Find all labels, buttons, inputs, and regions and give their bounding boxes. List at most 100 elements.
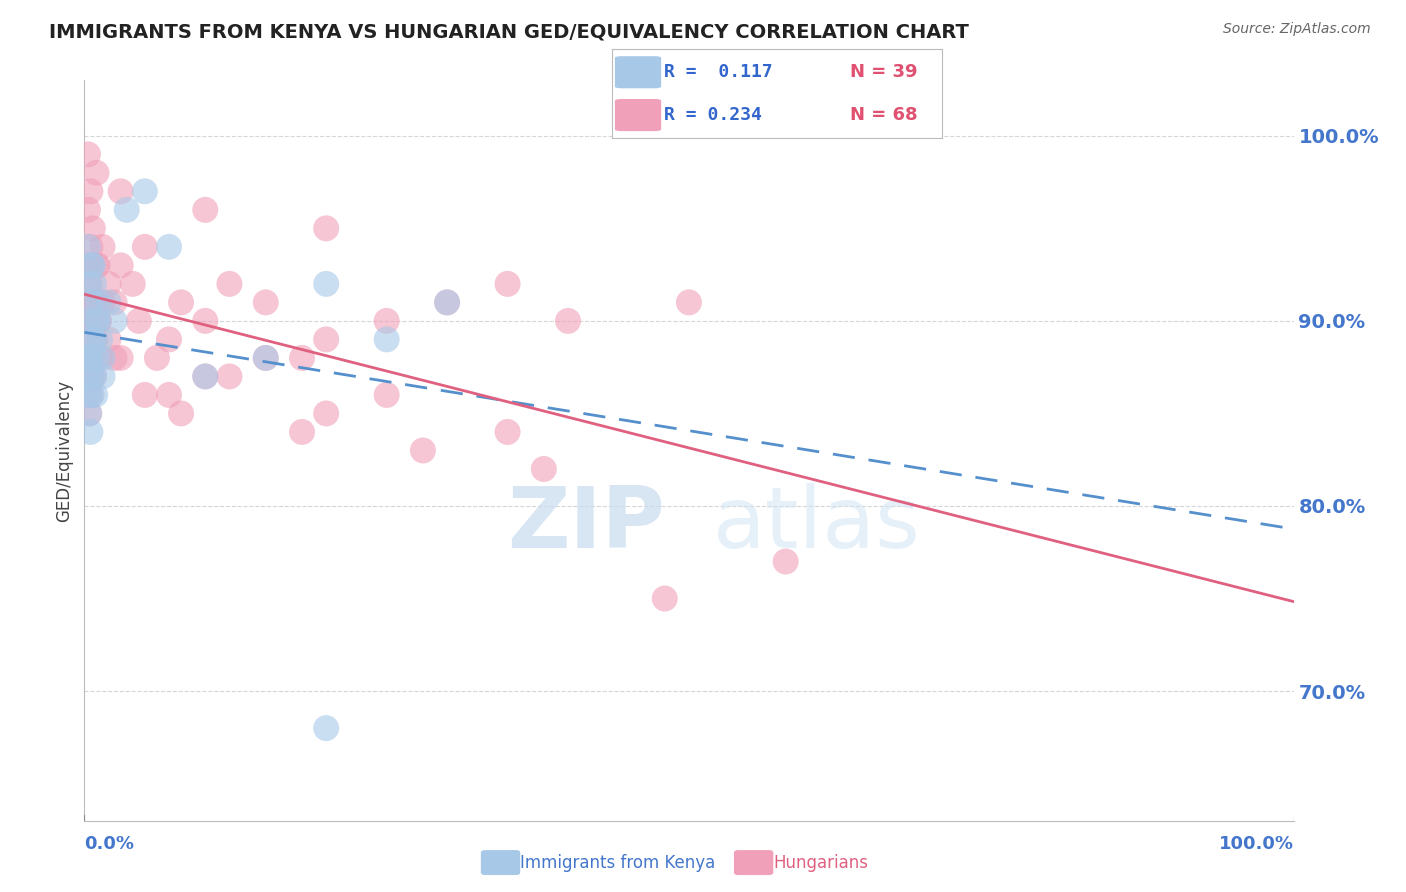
Point xyxy=(654,591,676,606)
Text: ZIP: ZIP xyxy=(508,483,665,566)
Point xyxy=(80,259,103,273)
Point xyxy=(134,240,156,254)
Point xyxy=(84,388,107,402)
Point xyxy=(82,351,104,365)
Point xyxy=(86,259,108,273)
Point xyxy=(82,221,104,235)
Text: 100.0%: 100.0% xyxy=(1219,836,1294,854)
Point xyxy=(77,388,100,402)
Point xyxy=(77,314,100,328)
Point xyxy=(77,407,100,421)
Point xyxy=(436,295,458,310)
Point xyxy=(86,314,108,328)
Text: Hungarians: Hungarians xyxy=(773,854,869,871)
Point xyxy=(375,388,398,402)
Point xyxy=(79,388,101,402)
Point xyxy=(533,462,555,476)
Point xyxy=(76,369,98,384)
Point xyxy=(291,351,314,365)
Point xyxy=(254,351,277,365)
Point xyxy=(557,314,579,328)
Text: Immigrants from Kenya: Immigrants from Kenya xyxy=(520,854,716,871)
Point xyxy=(91,240,114,254)
Point xyxy=(77,277,100,291)
Point xyxy=(76,295,98,310)
Point xyxy=(77,277,100,291)
Point xyxy=(75,351,97,365)
Point xyxy=(82,259,104,273)
FancyBboxPatch shape xyxy=(614,99,661,131)
Point xyxy=(86,259,108,273)
Point xyxy=(218,369,240,384)
Point xyxy=(496,277,519,291)
FancyBboxPatch shape xyxy=(614,56,661,88)
Point xyxy=(194,369,217,384)
Y-axis label: GED/Equivalency: GED/Equivalency xyxy=(55,379,73,522)
Text: Source: ZipAtlas.com: Source: ZipAtlas.com xyxy=(1223,22,1371,37)
Point xyxy=(80,388,103,402)
Point xyxy=(104,295,127,310)
Point xyxy=(134,185,156,199)
Point xyxy=(412,443,434,458)
Point xyxy=(146,351,169,365)
Point xyxy=(83,333,105,347)
Point xyxy=(77,240,100,254)
Point xyxy=(170,407,193,421)
Point xyxy=(84,333,107,347)
Point xyxy=(170,295,193,310)
Point xyxy=(128,314,150,328)
Text: N = 39: N = 39 xyxy=(849,63,917,81)
Point xyxy=(496,425,519,439)
Point xyxy=(97,295,120,310)
Point xyxy=(80,369,103,384)
Point xyxy=(83,369,105,384)
Point xyxy=(77,147,100,161)
Point xyxy=(134,388,156,402)
Point xyxy=(87,295,110,310)
Text: IMMIGRANTS FROM KENYA VS HUNGARIAN GED/EQUIVALENCY CORRELATION CHART: IMMIGRANTS FROM KENYA VS HUNGARIAN GED/E… xyxy=(49,22,969,41)
Point xyxy=(315,721,337,735)
Point xyxy=(121,277,143,291)
Point xyxy=(83,295,105,310)
Point xyxy=(157,388,180,402)
Point xyxy=(83,333,105,347)
Point xyxy=(83,277,105,291)
Point xyxy=(80,314,103,328)
Point xyxy=(91,295,114,310)
Point xyxy=(84,314,107,328)
Text: R =  0.117: R = 0.117 xyxy=(665,63,773,81)
Point xyxy=(89,351,111,365)
Point xyxy=(315,407,337,421)
Point xyxy=(104,314,127,328)
Text: atlas: atlas xyxy=(713,483,921,566)
Point xyxy=(157,240,180,254)
Point xyxy=(291,425,314,439)
Point xyxy=(86,314,108,328)
Point xyxy=(86,351,108,365)
Point xyxy=(315,333,337,347)
Point xyxy=(77,407,100,421)
Point xyxy=(87,314,110,328)
Point xyxy=(315,277,337,291)
Point xyxy=(194,314,217,328)
Point xyxy=(254,351,277,365)
Point xyxy=(82,333,104,347)
Point xyxy=(89,333,111,347)
Point xyxy=(315,221,337,235)
Point xyxy=(76,351,98,365)
Point xyxy=(79,185,101,199)
Point xyxy=(436,295,458,310)
Point xyxy=(194,202,217,217)
Point xyxy=(110,259,132,273)
Point xyxy=(83,369,105,384)
Point xyxy=(110,351,132,365)
Point xyxy=(77,277,100,291)
Point xyxy=(678,295,700,310)
Point xyxy=(375,333,398,347)
Point xyxy=(775,555,797,569)
Point xyxy=(254,295,277,310)
Point xyxy=(218,277,240,291)
Point xyxy=(77,202,100,217)
Point xyxy=(91,369,114,384)
Point xyxy=(115,202,138,217)
